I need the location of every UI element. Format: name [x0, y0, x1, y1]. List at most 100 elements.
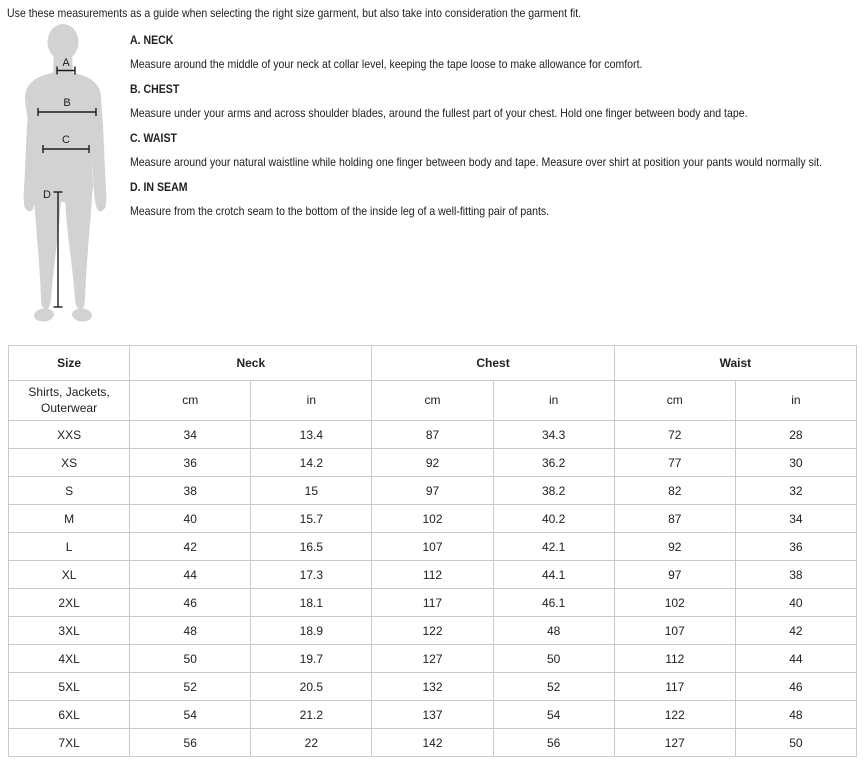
table-row: 6XL 54 21.2 137 54 122 48: [7, 700, 858, 729]
value-cell: 36: [734, 532, 858, 561]
inseam-measure-line: [53, 191, 63, 308]
measurement-item-waist: C. WAIST Measure around your natural wai…: [130, 131, 865, 169]
neck-measure-line: [56, 66, 76, 75]
size-cell: S: [7, 476, 131, 505]
table-row: 7XL 56 22 142 56 127 50: [7, 728, 858, 757]
value-cell: 22: [250, 728, 373, 757]
value-cell: 107: [371, 532, 494, 561]
size-cell: XXS: [7, 420, 131, 449]
value-cell: 117: [371, 588, 494, 617]
unit-header: cm: [129, 380, 252, 421]
waist-label: C: [62, 134, 70, 146]
column-header-waist: Waist: [613, 345, 858, 381]
size-cell: 6XL: [7, 700, 131, 729]
value-cell: 42: [129, 532, 252, 561]
size-cell: XL: [7, 560, 131, 589]
value-cell: 15.7: [250, 504, 373, 533]
value-cell: 127: [371, 644, 494, 673]
size-cell: L: [7, 532, 131, 561]
value-cell: 16.5: [250, 532, 373, 561]
unit-header: cm: [371, 380, 494, 421]
value-cell: 44.1: [492, 560, 615, 589]
value-cell: 28: [734, 420, 858, 449]
size-cell: XS: [7, 448, 131, 477]
value-cell: 46: [734, 672, 858, 701]
value-cell: 87: [371, 420, 494, 449]
value-cell: 56: [492, 728, 615, 757]
measurement-descriptions: A. NECK Measure around the middle of you…: [130, 24, 865, 229]
category-line2: Outerwear: [41, 400, 98, 415]
size-cell: 2XL: [7, 588, 131, 617]
value-cell: 44: [734, 644, 858, 673]
value-cell: 34.3: [492, 420, 615, 449]
value-cell: 38: [734, 560, 858, 589]
value-cell: 117: [613, 672, 736, 701]
measurement-item-chest: B. CHEST Measure under your arms and acr…: [130, 82, 865, 120]
value-cell: 122: [371, 616, 494, 645]
value-cell: 20.5: [250, 672, 373, 701]
value-cell: 46.1: [492, 588, 615, 617]
table-row: L 42 16.5 107 42.1 92 36: [7, 532, 858, 561]
value-cell: 19.7: [250, 644, 373, 673]
value-cell: 112: [613, 644, 736, 673]
body-figure: A B C D: [18, 24, 112, 329]
table-row: XXS 34 13.4 87 34.3 72 28: [7, 420, 858, 449]
value-cell: 21.2: [250, 700, 373, 729]
header-group-row: Size Neck Chest Waist: [7, 345, 858, 381]
value-cell: 18.1: [250, 588, 373, 617]
value-cell: 50: [492, 644, 615, 673]
value-cell: 52: [492, 672, 615, 701]
table-row: 4XL 50 19.7 127 50 112 44: [7, 644, 858, 673]
value-cell: 142: [371, 728, 494, 757]
value-cell: 72: [613, 420, 736, 449]
value-cell: 82: [613, 476, 736, 505]
column-header-chest: Chest: [371, 345, 615, 381]
value-cell: 92: [371, 448, 494, 477]
value-cell: 52: [129, 672, 252, 701]
table-row: M 40 15.7 102 40.2 87 34: [7, 504, 858, 533]
value-cell: 87: [613, 504, 736, 533]
value-cell: 42.1: [492, 532, 615, 561]
measurement-title: D. IN SEAM: [130, 180, 188, 194]
value-cell: 50: [734, 728, 858, 757]
value-cell: 92: [613, 532, 736, 561]
table-row: 2XL 46 18.1 117 46.1 102 40: [7, 588, 858, 617]
value-cell: 40.2: [492, 504, 615, 533]
size-cell: 4XL: [7, 644, 131, 673]
measurement-item-inseam: D. IN SEAM Measure from the crotch seam …: [130, 180, 865, 218]
body-silhouette-figure: A B C D: [23, 24, 107, 322]
value-cell: 137: [371, 700, 494, 729]
unit-header: in: [492, 380, 615, 421]
value-cell: 56: [129, 728, 252, 757]
value-cell: 46: [129, 588, 252, 617]
value-cell: 40: [734, 588, 858, 617]
category-line1: Shirts, Jackets,: [28, 384, 110, 399]
measurement-lines: [37, 66, 97, 308]
value-cell: 42: [734, 616, 858, 645]
size-cell: 7XL: [7, 728, 131, 757]
column-header-size: Size: [7, 345, 131, 381]
value-cell: 14.2: [250, 448, 373, 477]
measurement-description: Measure under your arms and across shoul…: [130, 106, 748, 120]
size-cell: M: [7, 504, 131, 533]
value-cell: 34: [734, 504, 858, 533]
value-cell: 32: [734, 476, 858, 505]
value-cell: 17.3: [250, 560, 373, 589]
value-cell: 112: [371, 560, 494, 589]
measurement-title: C. WAIST: [130, 131, 177, 145]
value-cell: 30: [734, 448, 858, 477]
table-row: 3XL 48 18.9 122 48 107 42: [7, 616, 858, 645]
value-cell: 36: [129, 448, 252, 477]
category-cell: Shirts, Jackets, Outerwear: [7, 380, 131, 421]
value-cell: 44: [129, 560, 252, 589]
value-cell: 36.2: [492, 448, 615, 477]
value-cell: 48: [129, 616, 252, 645]
measurement-description: Measure around your natural waistline wh…: [130, 155, 823, 169]
silhouette-shape: [23, 24, 107, 322]
header-unit-row: Shirts, Jackets, Outerwear cm in cm in c…: [7, 380, 858, 421]
value-cell: 38: [129, 476, 252, 505]
value-cell: 40: [129, 504, 252, 533]
value-cell: 127: [613, 728, 736, 757]
value-cell: 97: [613, 560, 736, 589]
value-cell: 48: [492, 616, 615, 645]
